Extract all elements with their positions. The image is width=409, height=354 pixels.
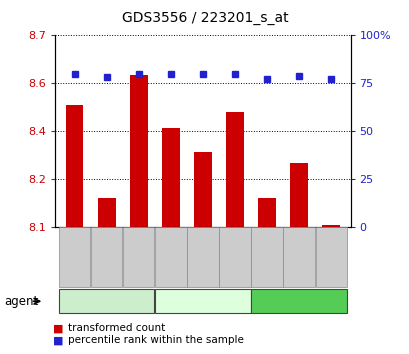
Text: GSM399576: GSM399576 [198, 229, 207, 284]
Text: torcetrapib: torcetrapib [268, 296, 329, 306]
Bar [98, 198, 115, 227]
Bar [226, 112, 243, 227]
Text: GSM399572: GSM399572 [70, 229, 79, 284]
Text: percentile rank within the sample: percentile rank within the sample [67, 335, 243, 345]
Text: ■: ■ [53, 335, 64, 345]
Bar [258, 198, 275, 227]
Bar [322, 225, 339, 227]
Text: angiotensin II: angiotensin II [165, 296, 240, 306]
Text: transformed count: transformed count [67, 323, 164, 333]
Text: GSM399574: GSM399574 [134, 229, 143, 284]
Bar [290, 163, 307, 227]
Text: ■: ■ [53, 323, 64, 333]
Text: GSM399573: GSM399573 [102, 229, 111, 284]
Text: GSM399578: GSM399578 [262, 229, 271, 284]
Text: GSM399580: GSM399580 [326, 229, 335, 284]
Bar [65, 105, 83, 227]
Bar [130, 75, 147, 227]
Text: GSM399579: GSM399579 [294, 229, 303, 284]
Bar [193, 152, 211, 227]
Text: solvent control: solvent control [65, 296, 148, 306]
Text: agent: agent [4, 295, 38, 308]
Text: GSM399575: GSM399575 [166, 229, 175, 284]
Text: GSM399577: GSM399577 [230, 229, 239, 284]
Bar [162, 128, 179, 227]
Text: GDS3556 / 223201_s_at: GDS3556 / 223201_s_at [121, 11, 288, 25]
